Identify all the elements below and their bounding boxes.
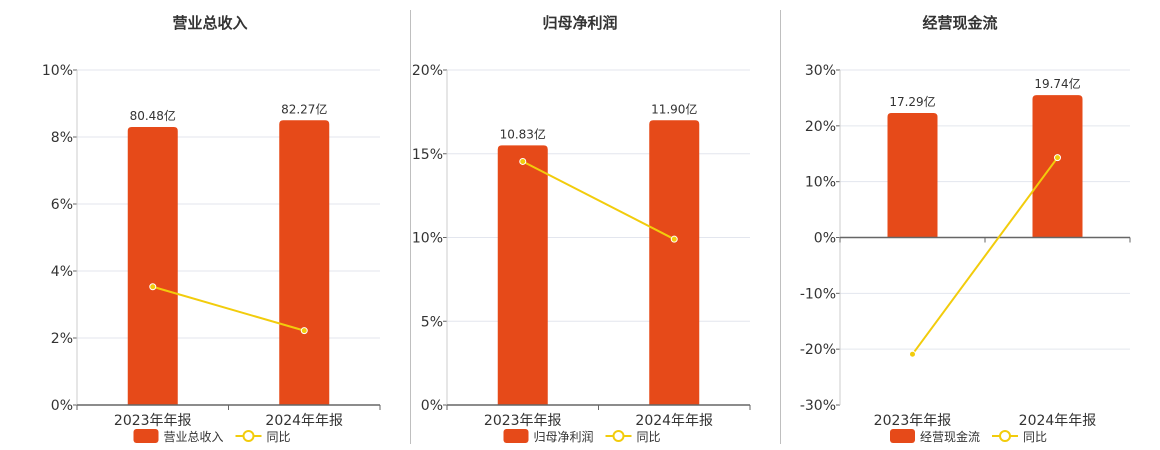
y-tick-label: 0% bbox=[421, 398, 443, 414]
y-tick-label: 0% bbox=[51, 398, 73, 414]
x-category-label: 2024年年报 bbox=[1019, 413, 1097, 429]
legend-label-bar: 归母净利润 bbox=[534, 430, 594, 444]
panel-divider bbox=[410, 10, 411, 444]
bar[interactable] bbox=[649, 120, 700, 405]
legend-label-bar: 营业总收入 bbox=[164, 430, 224, 444]
panel-divider bbox=[780, 10, 781, 444]
bar-data-label: 17.29亿 bbox=[889, 94, 935, 109]
y-tick-label: 0% bbox=[814, 231, 836, 247]
bar-data-label: 11.90亿 bbox=[651, 101, 697, 116]
x-category-label: 2024年年报 bbox=[635, 413, 713, 429]
yoy-line bbox=[152, 285, 305, 332]
y-tick-label: 10% bbox=[42, 63, 73, 79]
y-tick-label: -10% bbox=[800, 286, 836, 302]
y-tick-label: 5% bbox=[421, 314, 443, 330]
y-tick-label: 8% bbox=[51, 130, 73, 146]
y-tick-label: 6% bbox=[51, 197, 73, 213]
revenue-chart: 营业总收入 0% 2% 4% 6% 8% 10% 80.48亿 82.27亿 2023年年报 202… bbox=[42, 14, 381, 444]
legend-line-marker bbox=[612, 430, 625, 442]
operating-cashflow-chart: 经营现金流 -30% -20% -10% 0% 10% 20% 30% 17.29亿 19.74亿… bbox=[800, 14, 1131, 444]
y-tick-label: 15% bbox=[412, 147, 443, 163]
yoy-line bbox=[911, 157, 1059, 355]
legend-label-bar: 经营现金流 bbox=[920, 429, 980, 444]
chart-title: 营业总收入 bbox=[172, 14, 247, 32]
y-tick-label: 4% bbox=[51, 264, 73, 280]
bar-data-label: 82.27亿 bbox=[281, 101, 327, 116]
yoy-line bbox=[522, 160, 675, 241]
legend-label-line: 同比 bbox=[267, 430, 291, 444]
legend-label-line: 同比 bbox=[1023, 430, 1047, 444]
chart-title: 经营现金流 bbox=[922, 14, 997, 32]
legend-line-marker bbox=[242, 430, 255, 442]
bar[interactable] bbox=[1032, 95, 1083, 238]
legend-bar-swatch[interactable] bbox=[503, 429, 529, 443]
legend-line-marker bbox=[999, 430, 1011, 442]
legend-bar-swatch[interactable] bbox=[133, 429, 159, 443]
x-category-label: 2023年年报 bbox=[114, 413, 192, 429]
bar[interactable] bbox=[127, 126, 178, 405]
x-category-label: 2024年年报 bbox=[265, 413, 343, 429]
y-tick-label: 10% bbox=[412, 231, 443, 247]
bar-data-label: 19.74亿 bbox=[1034, 76, 1080, 91]
yoy-point[interactable] bbox=[519, 157, 527, 165]
x-category-label: 2023年年报 bbox=[484, 413, 562, 429]
y-tick-label: -20% bbox=[800, 342, 836, 358]
bar[interactable] bbox=[497, 145, 548, 405]
y-tick-label: 20% bbox=[805, 119, 836, 135]
y-tick-label: -30% bbox=[800, 398, 836, 414]
bar-data-label: 10.83亿 bbox=[500, 126, 546, 141]
legend-label-line: 同比 bbox=[637, 430, 661, 444]
bar[interactable] bbox=[279, 120, 330, 405]
yoy-point[interactable] bbox=[909, 350, 916, 358]
y-tick-label: 10% bbox=[805, 175, 836, 191]
y-tick-label: 2% bbox=[51, 331, 73, 347]
x-category-label: 2023年年报 bbox=[874, 413, 952, 429]
y-tick-label: 20% bbox=[412, 63, 443, 79]
chart-title: 归母净利润 bbox=[542, 14, 617, 32]
yoy-point[interactable] bbox=[300, 327, 308, 335]
yoy-point[interactable] bbox=[670, 235, 678, 243]
bar-data-label: 80.48亿 bbox=[130, 108, 176, 123]
yoy-point[interactable] bbox=[149, 283, 157, 291]
bar[interactable] bbox=[887, 112, 938, 238]
yoy-point[interactable] bbox=[1054, 154, 1061, 162]
legend-bar-swatch[interactable] bbox=[890, 429, 915, 443]
net-profit-chart: 归母净利润 0% 5% 10% 15% 20% 10.83亿 11.90亿 2023年年报 202… bbox=[412, 14, 751, 444]
y-tick-label: 30% bbox=[805, 63, 836, 79]
